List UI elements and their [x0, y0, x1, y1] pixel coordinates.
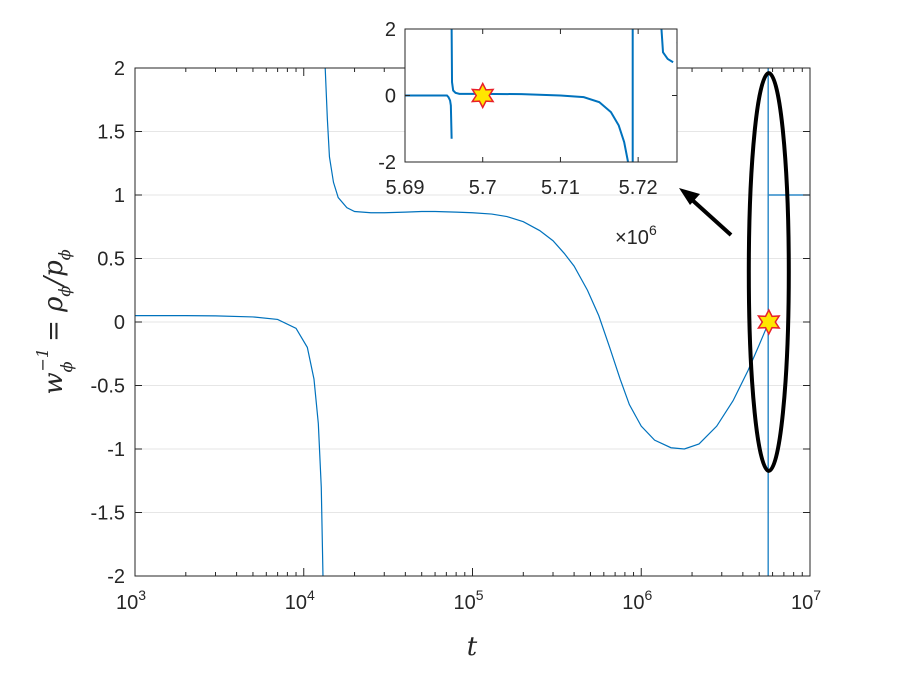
- y-tick-label: -2: [107, 566, 125, 588]
- inset-x-multiplier: ×106: [615, 222, 657, 249]
- y-tick-label: 2: [114, 58, 125, 80]
- inset-series-line-segment: [660, 29, 674, 64]
- main-annotations: [746, 71, 791, 473]
- zoom-arrow-head: [679, 188, 700, 205]
- y-tick-label: 0: [114, 312, 125, 334]
- y-tick-label: -1: [107, 439, 125, 461]
- inset-x-ticks: 5.69 5.7 5.71 5.72: [386, 29, 658, 199]
- inset-y-tick-label: -2: [378, 152, 396, 174]
- inset-x-tick-label: 5.69: [386, 177, 425, 199]
- inset-series-line-segment: [450, 29, 630, 162]
- inset-star-marker: [470, 81, 495, 110]
- zoom-arrow: [679, 188, 733, 237]
- inset-series-line-segment: [405, 94, 453, 139]
- x-tick-label: 105: [453, 587, 483, 614]
- zoom-arrow-shaft: [688, 196, 733, 237]
- inset-annotations: [470, 81, 495, 110]
- y-tick-label: 0.5: [97, 249, 125, 271]
- svg-text:wϕ−1= ρϕ/pϕ: wϕ−1= ρϕ/pϕ: [33, 249, 76, 394]
- inset-x-tick-label: 5.7: [469, 177, 497, 199]
- inset-y-ticks: 2 0 -2: [378, 19, 677, 174]
- main-gridlines: [135, 131, 810, 513]
- x-tick-label: 106: [622, 587, 652, 614]
- inset-series-line-segment: [676, 42, 677, 44]
- star-marker: [756, 308, 781, 336]
- inset-x-tick-label: 5.72: [619, 177, 658, 199]
- y-tick-label: -1.5: [91, 503, 125, 525]
- y-tick-label: -0.5: [91, 376, 125, 398]
- x-tick-label: 107: [791, 587, 821, 614]
- y-tick-label: 1.5: [97, 122, 125, 144]
- inset-x-tick-label: 5.71: [541, 177, 580, 199]
- x-axis-label: t: [467, 632, 478, 662]
- series-line-segment: [324, 67, 769, 450]
- inset-y-tick-label: 0: [385, 86, 396, 108]
- series-line-segment: [135, 315, 324, 577]
- inset-series-lines: [405, 29, 677, 162]
- inset-y-tick-label: 2: [385, 19, 396, 41]
- main-y-ticks: 2 1.5 1 0.5 0 -0.5 -1 -1.5 -2: [91, 58, 810, 588]
- main-x-ticks: 103 104 105 106 107: [116, 68, 821, 614]
- highlight-ellipse: [746, 71, 791, 473]
- x-tick-label: 104: [285, 587, 315, 614]
- y-tick-label: 1: [114, 185, 125, 207]
- x-tick-label: 103: [116, 587, 146, 614]
- inset-plot: 5.69 5.7 5.71 5.72 2 0 -2 ×106: [378, 19, 678, 249]
- y-axis-label: wϕ−1= ρϕ/pϕ: [33, 249, 76, 394]
